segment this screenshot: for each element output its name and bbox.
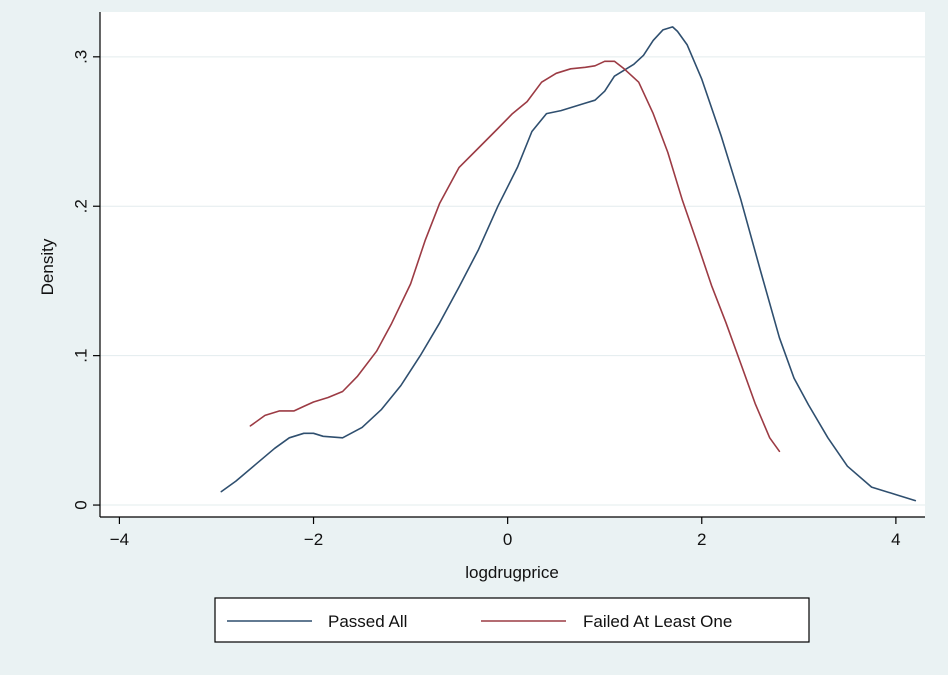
y-tick-label-1: .1 (71, 349, 90, 363)
y-tick-label-0: 0 (71, 500, 90, 509)
axes (99, 12, 925, 518)
series-line-failed-at-least-one (249, 60, 781, 453)
series-line-passed-all (220, 26, 917, 502)
x-tick-label-4: 4 (891, 530, 900, 549)
y-tick-label-2: .2 (71, 199, 90, 213)
x-tick-label-0: −4 (110, 530, 129, 549)
legend: Passed All Failed At Least One (214, 597, 810, 643)
gridlines (100, 56, 925, 506)
legend-box (214, 597, 810, 643)
series-layer (220, 26, 917, 502)
x-tick-label-3: 2 (697, 530, 706, 549)
y-tick-label-3: .3 (71, 50, 90, 64)
ticks: 0 .1 .2 .3 −4 −2 0 2 4 (71, 50, 900, 549)
x-axis-title: logdrugprice (465, 563, 559, 582)
plot-area (100, 12, 925, 517)
x-tick-label-2: 0 (503, 530, 512, 549)
legend-label-passed-all: Passed All (328, 612, 407, 631)
y-axis-title: Density (38, 238, 57, 295)
x-tick-label-1: −2 (304, 530, 323, 549)
legend-label-failed-at-least-one: Failed At Least One (583, 612, 732, 631)
